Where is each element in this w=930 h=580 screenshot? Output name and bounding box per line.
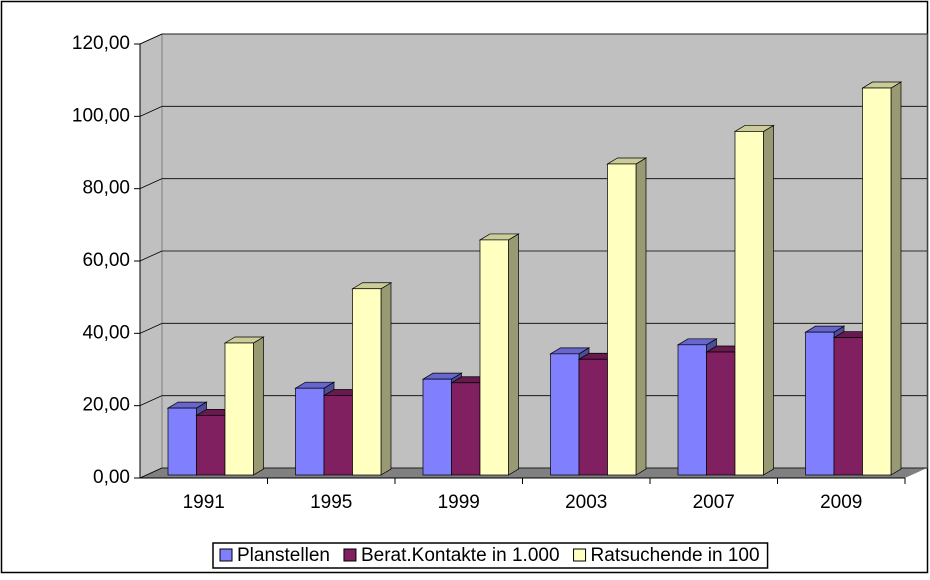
grid-line-side	[139, 250, 163, 262]
grid-line-side	[139, 105, 163, 117]
bar-side	[508, 233, 519, 476]
y-tick-label: 20,00	[82, 395, 130, 416]
legend-swatch	[343, 548, 357, 562]
bar	[479, 239, 509, 476]
bar	[677, 344, 707, 476]
bar-side	[890, 81, 902, 476]
bar-side	[763, 124, 774, 476]
bar	[805, 331, 835, 476]
x-tick-label: 2009	[820, 492, 862, 513]
bar	[862, 87, 892, 476]
x-tick-label: 1991	[183, 492, 225, 513]
legend-swatch	[573, 548, 587, 562]
legend	[212, 542, 769, 569]
bar	[196, 414, 226, 476]
y-tick-label: 120,00	[72, 33, 130, 54]
bar	[323, 395, 353, 476]
grid-line-side	[139, 395, 163, 407]
bar	[451, 382, 481, 476]
y-tick-label: 80,00	[82, 178, 130, 199]
bar	[578, 358, 608, 476]
x-tick-label: 2003	[565, 492, 607, 513]
y-tick-label: 0,00	[93, 467, 130, 488]
grid-line-side	[139, 178, 163, 190]
grid-line-side	[139, 467, 163, 479]
grid-line-side	[139, 322, 163, 334]
legend-label: Planstellen	[237, 545, 330, 566]
bar	[224, 342, 254, 476]
bar	[352, 288, 382, 476]
bar-side	[635, 157, 647, 476]
legend-label: Ratsuchende in 100	[591, 545, 760, 566]
bar-side	[253, 336, 264, 476]
bar	[706, 351, 736, 476]
x-tick-label: 2007	[693, 492, 735, 513]
bar-side	[380, 282, 392, 476]
bar	[607, 163, 637, 476]
y-tick-label: 100,00	[72, 105, 130, 126]
x-tick-label: 1999	[438, 492, 480, 513]
x-tick-label: 1995	[310, 492, 352, 513]
legend-swatch	[219, 548, 233, 562]
bar	[295, 387, 325, 476]
bar	[833, 337, 863, 476]
grid-line-side	[139, 33, 163, 45]
y-tick-label: 60,00	[82, 250, 130, 271]
legend-label: Berat.Kontakte in 1.000	[361, 545, 560, 566]
bar	[167, 407, 197, 476]
y-tick-label: 40,00	[82, 322, 130, 343]
bar	[422, 378, 452, 476]
bar	[550, 353, 580, 476]
bar	[734, 131, 764, 476]
